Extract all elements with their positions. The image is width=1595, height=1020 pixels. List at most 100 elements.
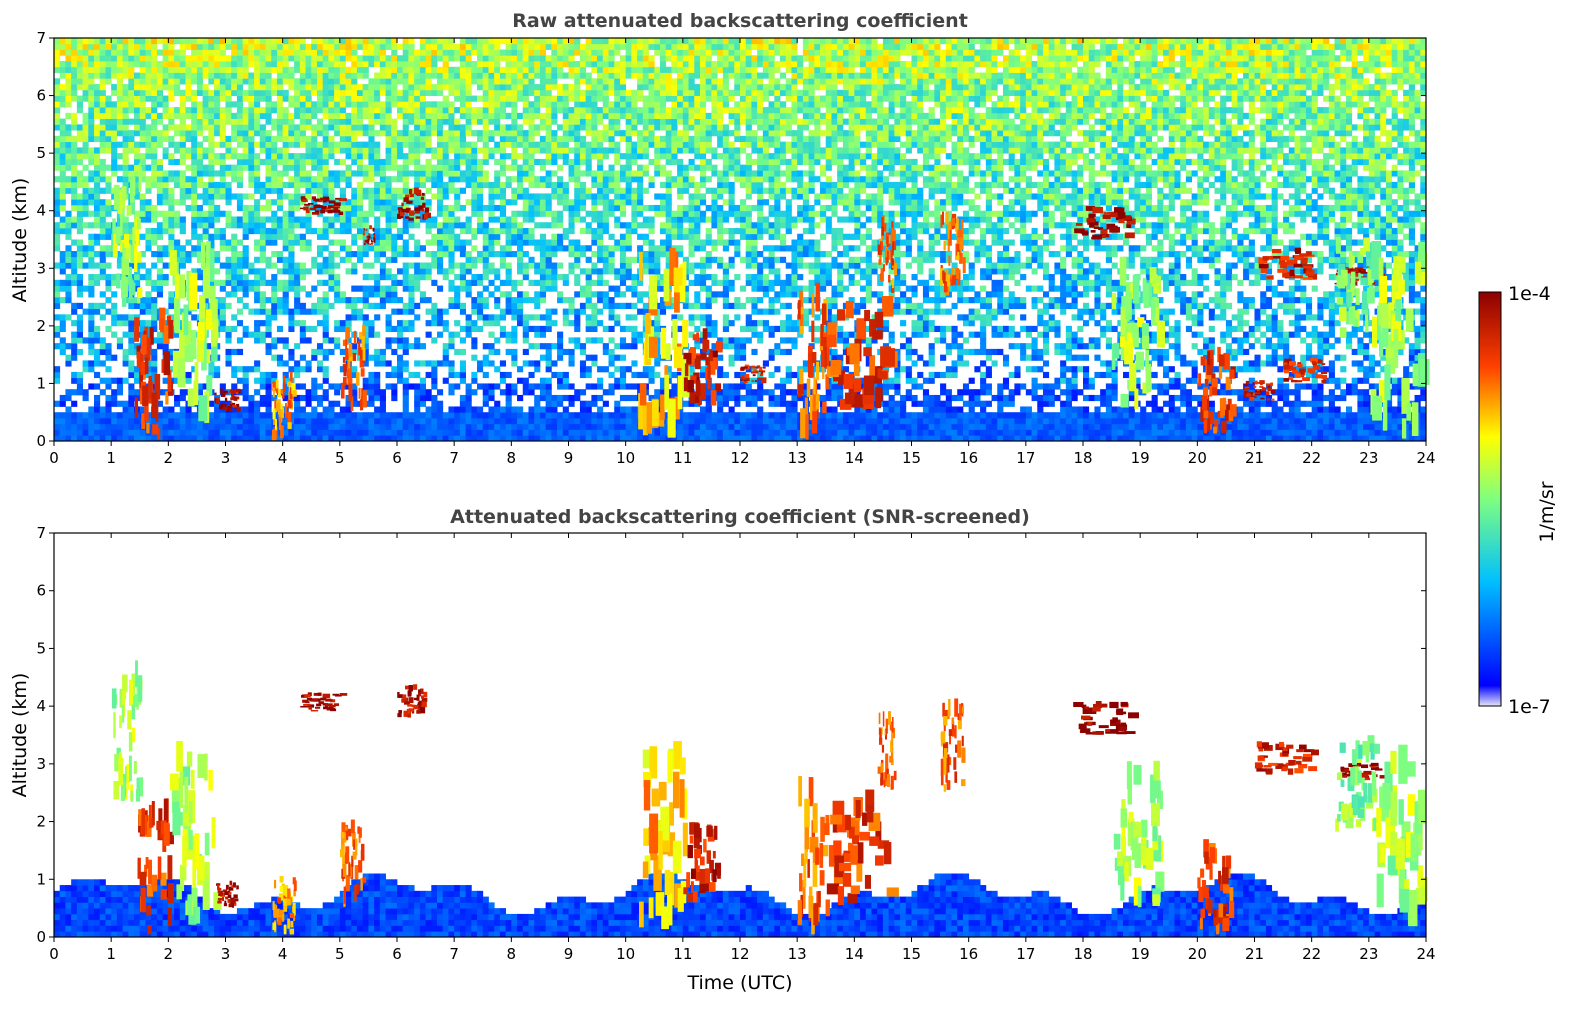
heatmap-cell (551, 239, 558, 246)
heatmap-cell (54, 314, 61, 321)
heatmap-cell (448, 124, 455, 131)
heatmap-cell (214, 130, 221, 137)
heatmap-cell (522, 84, 529, 91)
heatmap-cell (591, 78, 598, 85)
heatmap-cell (288, 199, 295, 206)
heatmap-cell (425, 164, 432, 171)
heatmap-cell (288, 118, 295, 125)
heatmap-cell (294, 366, 301, 373)
heatmap-cell (557, 199, 564, 206)
heatmap-cell (442, 55, 449, 62)
heatmap-cell (562, 435, 569, 442)
heatmap-cell (408, 135, 415, 143)
heatmap-cell (597, 210, 604, 217)
heatmap-cell (294, 412, 301, 419)
heatmap-cell (162, 406, 169, 413)
heatmap-cell (459, 239, 466, 246)
heatmap-cell (328, 176, 335, 183)
heatmap-cell (145, 233, 152, 240)
heatmap-cell (242, 394, 249, 402)
heatmap-cell (442, 193, 449, 200)
heatmap-cell (288, 348, 295, 356)
heatmap-cell (311, 308, 318, 315)
heatmap-cell (448, 204, 455, 212)
heatmap-cell (179, 118, 186, 125)
heatmap-cell (431, 383, 438, 390)
heatmap-cell (265, 343, 272, 350)
heatmap-cell (602, 124, 609, 131)
heatmap-cell (374, 61, 381, 68)
heatmap-cell (534, 204, 541, 212)
heatmap-cell (482, 170, 489, 177)
heatmap-cell (545, 222, 552, 229)
heatmap-cell (311, 406, 318, 413)
heatmap-cell (116, 251, 123, 258)
heatmap-cell (517, 187, 524, 194)
heatmap-cell (591, 176, 598, 183)
heatmap-cell (299, 66, 306, 73)
heatmap-cell (82, 417, 89, 425)
heatmap-cell (322, 314, 329, 321)
heatmap-cell (105, 308, 112, 315)
heatmap-cell (517, 245, 524, 252)
heatmap-cell (511, 95, 518, 102)
heatmap-cell (362, 291, 369, 298)
heatmap-cell (368, 233, 375, 240)
heatmap-cell (477, 199, 484, 206)
heatmap-cell (282, 66, 289, 73)
heatmap-cell (225, 400, 232, 407)
heatmap-cell (88, 153, 95, 160)
heatmap-cell (294, 400, 301, 407)
heatmap-cell (305, 417, 312, 425)
heatmap-cell (156, 181, 164, 189)
heatmap-cell (345, 153, 352, 160)
heatmap-cell (545, 38, 552, 45)
heatmap-cell (368, 176, 375, 183)
heatmap-cell (459, 153, 466, 160)
heatmap-cell (431, 216, 438, 223)
heatmap-cell (545, 383, 552, 390)
heatmap-cell (311, 78, 318, 85)
heatmap-cell (334, 337, 341, 344)
heatmap-cell (345, 314, 352, 321)
heatmap-cell (328, 400, 335, 407)
heatmap-cell (414, 423, 421, 430)
heatmap-cell (311, 147, 318, 154)
heatmap-cell (459, 251, 466, 258)
heatmap-cell (156, 279, 164, 286)
heatmap-cell (225, 325, 232, 333)
heatmap-cell (534, 435, 541, 442)
heatmap-cell (602, 412, 609, 419)
heatmap-cell (579, 302, 587, 309)
heatmap-cell (128, 107, 135, 114)
heatmap-cell (528, 233, 535, 240)
heatmap-cell (174, 216, 181, 223)
heatmap-cell (374, 107, 381, 114)
heatmap-cell (414, 337, 421, 344)
heatmap-cell (214, 279, 221, 286)
heatmap-cell (419, 245, 426, 252)
heatmap-cell (305, 55, 312, 62)
heatmap-cell (362, 245, 369, 252)
heatmap-cell (374, 360, 381, 367)
heatmap-cell (151, 279, 158, 286)
heatmap-cell (465, 227, 472, 235)
heatmap-cell (196, 204, 204, 212)
heatmap-cell (65, 95, 72, 102)
heatmap-cell (414, 274, 421, 281)
heatmap-cell (328, 95, 335, 102)
heatmap-cell (311, 412, 318, 419)
heatmap-cell (316, 118, 324, 125)
heatmap-cell (505, 417, 512, 425)
heatmap-cell (574, 394, 581, 402)
heatmap-cell (494, 43, 501, 50)
heatmap-cell (94, 216, 101, 223)
heatmap-cell (65, 55, 72, 62)
heatmap-cell (362, 216, 369, 223)
heatmap-cell (522, 61, 529, 68)
heatmap-cell (111, 164, 118, 171)
heatmap-cell (254, 101, 261, 108)
heatmap-cell (231, 147, 238, 154)
heatmap-cell (339, 204, 346, 212)
heatmap-cell (608, 371, 615, 379)
